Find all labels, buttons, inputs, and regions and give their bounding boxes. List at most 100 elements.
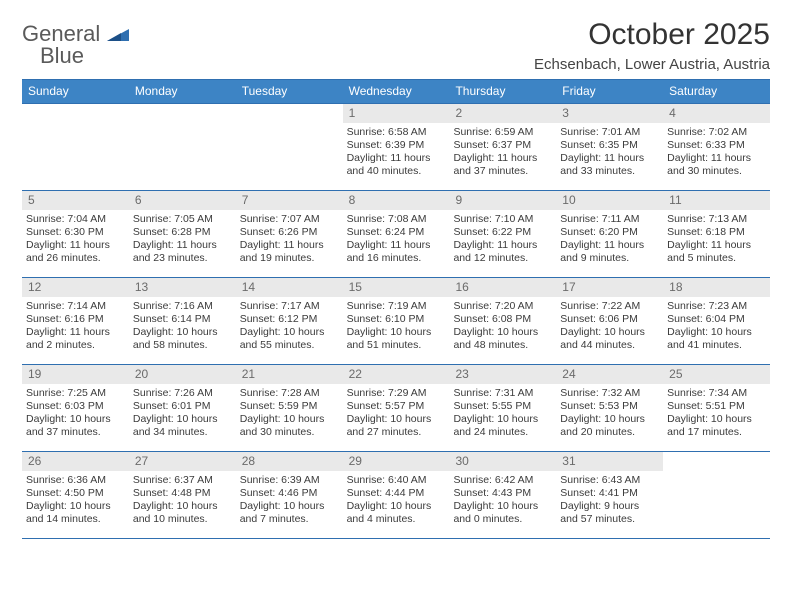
triangle-icon: [107, 25, 129, 46]
sunset-text: Sunset: 4:48 PM: [133, 487, 232, 500]
day-cell: 13Sunrise: 7:16 AMSunset: 6:14 PMDayligh…: [129, 278, 236, 364]
daylight-text: and 40 minutes.: [347, 165, 446, 178]
sunrise-text: Sunrise: 6:42 AM: [453, 474, 552, 487]
dow-monday: Monday: [129, 80, 236, 103]
month-title: October 2025: [534, 18, 770, 52]
sunset-text: Sunset: 6:24 PM: [347, 226, 446, 239]
day-number: 30: [449, 452, 556, 471]
dow-saturday: Saturday: [663, 80, 770, 103]
daylight-text: Daylight: 10 hours: [133, 413, 232, 426]
day-number: 16: [449, 278, 556, 297]
daylight-text: and 19 minutes.: [240, 252, 339, 265]
day-number: 21: [236, 365, 343, 384]
sunrise-text: Sunrise: 7:22 AM: [560, 300, 659, 313]
day-number: 3: [556, 104, 663, 123]
sunrise-text: Sunrise: 7:08 AM: [347, 213, 446, 226]
day-cell: [663, 452, 770, 538]
day-number: 8: [343, 191, 450, 210]
sunrise-text: Sunrise: 7:34 AM: [667, 387, 766, 400]
sunset-text: Sunset: 6:01 PM: [133, 400, 232, 413]
sunset-text: Sunset: 5:55 PM: [453, 400, 552, 413]
daylight-text: Daylight: 10 hours: [26, 413, 125, 426]
sunrise-text: Sunrise: 7:20 AM: [453, 300, 552, 313]
sunset-text: Sunset: 5:57 PM: [347, 400, 446, 413]
daylight-text: Daylight: 10 hours: [453, 326, 552, 339]
sunrise-text: Sunrise: 6:58 AM: [347, 126, 446, 139]
daylight-text: and 0 minutes.: [453, 513, 552, 526]
day-cell: 25Sunrise: 7:34 AMSunset: 5:51 PMDayligh…: [663, 365, 770, 451]
daylight-text: Daylight: 11 hours: [667, 152, 766, 165]
week-row: 5Sunrise: 7:04 AMSunset: 6:30 PMDaylight…: [22, 190, 770, 277]
day-number: 7: [236, 191, 343, 210]
daylight-text: Daylight: 10 hours: [240, 500, 339, 513]
day-cell: 4 Sunrise: 7:02 AMSunset: 6:33 PMDaylight…: [663, 104, 770, 190]
day-cell: 17Sunrise: 7:22 AMSunset: 6:06 PMDayligh…: [556, 278, 663, 364]
sunrise-text: Sunrise: 7:05 AM: [133, 213, 232, 226]
day-cell: 20Sunrise: 7:26 AMSunset: 6:01 PMDayligh…: [129, 365, 236, 451]
daylight-text: Daylight: 11 hours: [26, 239, 125, 252]
daylight-text: Daylight: 10 hours: [133, 500, 232, 513]
day-number: 26: [22, 452, 129, 471]
sunrise-text: Sunrise: 6:37 AM: [133, 474, 232, 487]
daylight-text: and 17 minutes.: [667, 426, 766, 439]
daylight-text: and 30 minutes.: [240, 426, 339, 439]
day-cell: 10Sunrise: 7:11 AMSunset: 6:20 PMDayligh…: [556, 191, 663, 277]
daylight-text: and 37 minutes.: [453, 165, 552, 178]
day-number: 2: [449, 104, 556, 123]
daylight-text: Daylight: 10 hours: [347, 326, 446, 339]
day-cell: 5Sunrise: 7:04 AMSunset: 6:30 PMDaylight…: [22, 191, 129, 277]
day-number: 29: [343, 452, 450, 471]
daylight-text: Daylight: 11 hours: [453, 152, 552, 165]
daylight-text: and 5 minutes.: [667, 252, 766, 265]
week-row: 1Sunrise: 6:58 AMSunset: 6:39 PMDaylight…: [22, 103, 770, 190]
sunset-text: Sunset: 4:44 PM: [347, 487, 446, 500]
daylight-text: Daylight: 11 hours: [347, 152, 446, 165]
location-subtitle: Echsenbach, Lower Austria, Austria: [534, 56, 770, 73]
daylight-text: and 24 minutes.: [453, 426, 552, 439]
daylight-text: Daylight: 10 hours: [347, 500, 446, 513]
sunset-text: Sunset: 4:46 PM: [240, 487, 339, 500]
day-cell: 30Sunrise: 6:42 AMSunset: 4:43 PMDayligh…: [449, 452, 556, 538]
day-cell: 3Sunrise: 7:01 AMSunset: 6:35 PMDaylight…: [556, 104, 663, 190]
daylight-text: and 12 minutes.: [453, 252, 552, 265]
daylight-text: and 41 minutes.: [667, 339, 766, 352]
daylight-text: and 20 minutes.: [560, 426, 659, 439]
day-number: 6: [129, 191, 236, 210]
daylight-text: and 34 minutes.: [133, 426, 232, 439]
daylight-text: Daylight: 9 hours: [560, 500, 659, 513]
day-number: 14: [236, 278, 343, 297]
sunset-text: Sunset: 5:59 PM: [240, 400, 339, 413]
day-cell: 24Sunrise: 7:32 AMSunset: 5:53 PMDayligh…: [556, 365, 663, 451]
sunrise-text: Sunrise: 7:17 AM: [240, 300, 339, 313]
day-cell: 6Sunrise: 7:05 AMSunset: 6:28 PMDaylight…: [129, 191, 236, 277]
sunrise-text: Sunrise: 7:02 AM: [667, 126, 766, 139]
day-cell: 18Sunrise: 7:23 AMSunset: 6:04 PMDayligh…: [663, 278, 770, 364]
week-row: 19Sunrise: 7:25 AMSunset: 6:03 PMDayligh…: [22, 364, 770, 451]
day-number: 19: [22, 365, 129, 384]
sunset-text: Sunset: 6:14 PM: [133, 313, 232, 326]
daylight-text: Daylight: 10 hours: [453, 500, 552, 513]
day-cell: 27Sunrise: 6:37 AMSunset: 4:48 PMDayligh…: [129, 452, 236, 538]
daylight-text: and 51 minutes.: [347, 339, 446, 352]
daylight-text: Daylight: 10 hours: [26, 500, 125, 513]
sunset-text: Sunset: 6:35 PM: [560, 139, 659, 152]
sunset-text: Sunset: 6:20 PM: [560, 226, 659, 239]
sunset-text: Sunset: 6:30 PM: [26, 226, 125, 239]
day-number: 4: [663, 104, 770, 123]
header: General Blue October 2025 Echsenbach, Lo…: [22, 18, 770, 73]
sunset-text: Sunset: 6:08 PM: [453, 313, 552, 326]
daylight-text: and 58 minutes.: [133, 339, 232, 352]
day-number: 1: [343, 104, 450, 123]
sunrise-text: Sunrise: 7:26 AM: [133, 387, 232, 400]
daylight-text: Daylight: 11 hours: [133, 239, 232, 252]
sunset-text: Sunset: 4:50 PM: [26, 487, 125, 500]
daylight-text: and 2 minutes.: [26, 339, 125, 352]
sunset-text: Sunset: 6:22 PM: [453, 226, 552, 239]
sunset-text: Sunset: 6:33 PM: [667, 139, 766, 152]
daylight-text: and 4 minutes.: [347, 513, 446, 526]
calendar-grid: Sunday Monday Tuesday Wednesday Thursday…: [22, 79, 770, 539]
daylight-text: and 7 minutes.: [240, 513, 339, 526]
sunset-text: Sunset: 6:37 PM: [453, 139, 552, 152]
day-number: 18: [663, 278, 770, 297]
day-of-week-row: Sunday Monday Tuesday Wednesday Thursday…: [22, 79, 770, 103]
